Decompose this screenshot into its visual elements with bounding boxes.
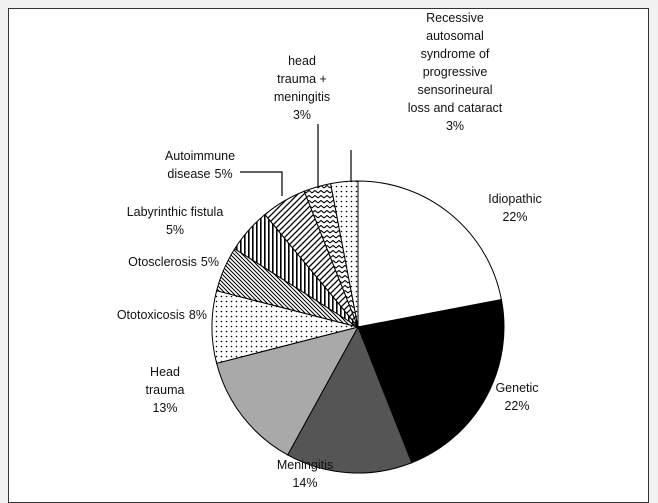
pie-slice bbox=[357, 299, 505, 464]
pie-slice bbox=[286, 325, 413, 474]
category-name: Ototoxicosis bbox=[116, 308, 185, 322]
slice-label: Head trauma 13% bbox=[115, 363, 215, 417]
leader-lines bbox=[240, 124, 352, 196]
category-name: Otosclerosis bbox=[128, 255, 197, 269]
category-name: Meningitis bbox=[276, 458, 334, 472]
category-name: head trauma + meningitis bbox=[273, 54, 331, 104]
pie-slice bbox=[357, 180, 502, 328]
category-name: Autoimmune disease bbox=[164, 149, 236, 181]
slice-label: Meningitis 14% bbox=[255, 456, 355, 492]
value-label: 22% bbox=[504, 399, 530, 413]
value-label: 3% bbox=[445, 119, 465, 133]
slice-label: Recessive autosomal syndrome of progress… bbox=[375, 9, 535, 135]
slice-label: Idiopathic 22% bbox=[465, 190, 565, 226]
slice-label: Ototoxicosis 8% bbox=[95, 306, 207, 324]
value-label: 13% bbox=[152, 401, 178, 415]
value-label: 5% bbox=[214, 167, 233, 181]
category-name: Head trauma bbox=[145, 365, 185, 397]
category-name: Labyrinthic fistula bbox=[126, 205, 224, 219]
value-label: 8% bbox=[188, 308, 207, 322]
slice-label: Labyrinthic fistula 5% bbox=[105, 203, 245, 239]
category-name: Recessive autosomal syndrome of progress… bbox=[407, 11, 503, 115]
pie-slice bbox=[215, 326, 359, 456]
category-name: Idiopathic bbox=[488, 192, 542, 206]
slice-label: Otosclerosis 5% bbox=[95, 253, 219, 271]
value-label: 14% bbox=[292, 476, 318, 490]
leader-line bbox=[240, 171, 283, 196]
slice-label: Autoimmune disease 5% bbox=[140, 147, 260, 183]
slice-label: head trauma + meningitis 3% bbox=[252, 52, 352, 124]
category-name: Genetic bbox=[495, 381, 539, 395]
pie-slice bbox=[330, 180, 359, 328]
value-label: 5% bbox=[165, 223, 185, 237]
value-label: 3% bbox=[292, 108, 312, 122]
value-label: 5% bbox=[200, 255, 219, 269]
slice-label: Genetic 22% bbox=[467, 379, 567, 415]
value-label: 22% bbox=[502, 210, 528, 224]
